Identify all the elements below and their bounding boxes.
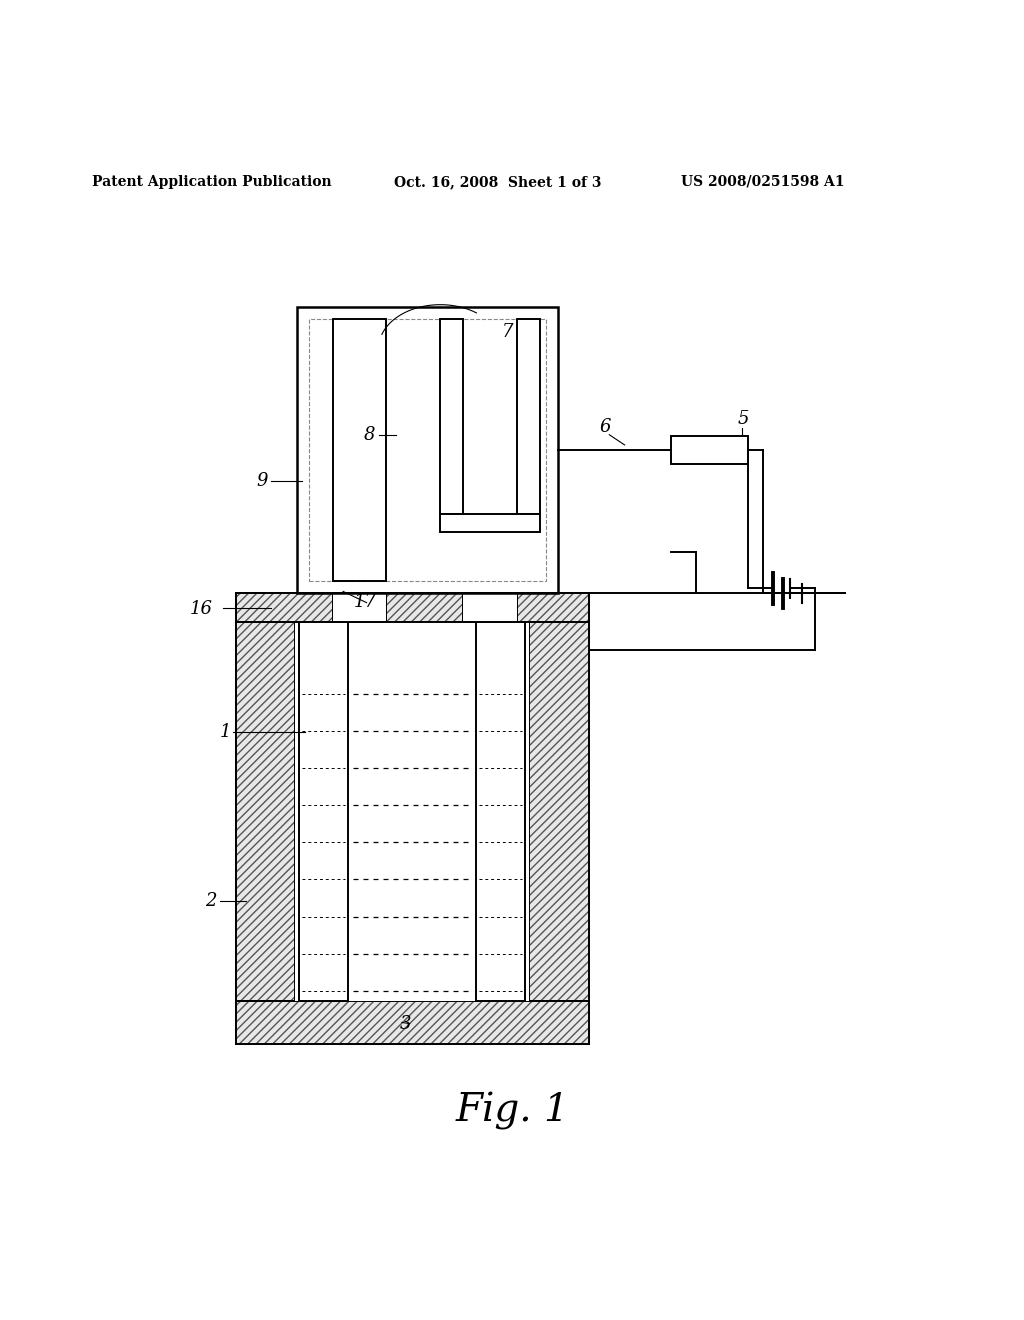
Bar [463, 594, 517, 622]
Text: 16: 16 [189, 599, 212, 618]
Bar [671, 436, 748, 465]
Bar [517, 319, 540, 513]
Bar [295, 622, 529, 1001]
Bar [333, 594, 386, 622]
Bar [386, 594, 463, 622]
Bar [440, 513, 540, 532]
Bar [386, 594, 463, 622]
Bar [236, 594, 589, 1044]
Text: 1: 1 [220, 723, 231, 741]
Bar [476, 622, 525, 1001]
Bar [236, 594, 333, 622]
Bar [236, 622, 295, 1001]
Bar [440, 319, 463, 513]
Bar [236, 1001, 589, 1044]
Bar [529, 622, 589, 1001]
Bar [236, 594, 589, 622]
Bar [236, 622, 295, 1001]
Text: Patent Application Publication: Patent Application Publication [92, 174, 332, 189]
Bar [299, 622, 348, 1001]
Text: 5: 5 [737, 411, 749, 429]
Bar [517, 594, 589, 622]
Text: 9: 9 [256, 473, 267, 490]
Bar [463, 594, 517, 622]
Bar [236, 1001, 589, 1044]
Bar [333, 594, 386, 622]
Text: 7: 7 [502, 323, 513, 342]
Bar [333, 319, 386, 581]
Text: 6: 6 [599, 417, 610, 436]
Bar [517, 594, 589, 622]
Bar [529, 622, 589, 1001]
Text: 17: 17 [353, 593, 376, 611]
Bar [236, 594, 589, 622]
Text: US 2008/0251598 A1: US 2008/0251598 A1 [681, 174, 845, 189]
Text: 3: 3 [399, 1015, 411, 1032]
Bar [236, 594, 333, 622]
Bar [297, 306, 558, 594]
Text: Fig. 1: Fig. 1 [455, 1092, 569, 1130]
Bar [309, 319, 546, 581]
Text: Oct. 16, 2008  Sheet 1 of 3: Oct. 16, 2008 Sheet 1 of 3 [394, 174, 602, 189]
Text: 2: 2 [205, 892, 216, 909]
Text: 8: 8 [364, 426, 375, 444]
